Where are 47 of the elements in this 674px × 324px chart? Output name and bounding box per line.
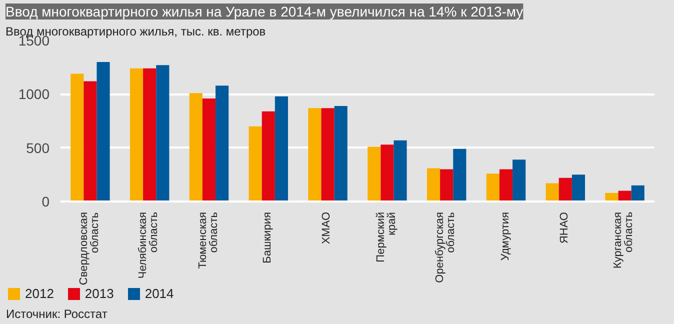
bar [427,168,440,202]
x-tick-label: Тюменская область [196,212,220,269]
bar [84,81,97,202]
x-tick-label: Удмуртия [499,212,511,261]
bar [631,185,644,202]
bar [274,96,288,202]
bar [96,62,110,202]
bar [156,65,170,202]
bar [512,160,526,202]
bar [262,111,275,202]
y-tick-label: 1000 [18,86,50,102]
legend-label: 2012 [24,286,54,301]
bar [143,68,156,202]
legend-label: 2013 [84,286,114,301]
bar [499,169,513,202]
bar [394,140,407,202]
x-tick-label: Оренбургская область [434,212,458,283]
bar [558,178,572,202]
bar [368,146,381,202]
bar [308,108,322,202]
y-tick-label: 0 [42,194,50,210]
x-tick-label: Курганская область [612,212,636,268]
bar [248,126,262,202]
bar [546,183,559,202]
bar [70,74,84,202]
bar [130,68,144,202]
y-tick-label: 500 [26,140,50,156]
x-tick-label: Башкирия [261,212,274,264]
bar [216,86,229,202]
bar [453,148,466,202]
x-tick-label: Челябинская область [137,212,160,279]
bar [572,174,585,202]
bar [334,106,348,202]
bar [321,108,334,202]
x-tick-label: ЯНАО [558,212,570,244]
bar [380,144,394,202]
bar [189,93,202,202]
legend-label: 2014 [144,286,174,301]
chart-title: Ввод многоквартирного жилья на Урале в 2014-м увеличился на 14% к 2013-му [6,4,524,20]
x-tick-label: ХМАО [320,212,333,244]
bar [605,192,618,202]
bar [440,169,454,202]
text: Источник: Росстат [6,307,108,321]
x-tick-label: Пермский край [374,212,398,262]
bar [202,98,216,202]
bar [486,174,500,202]
x-tick-label: Свердловская область [78,212,101,286]
